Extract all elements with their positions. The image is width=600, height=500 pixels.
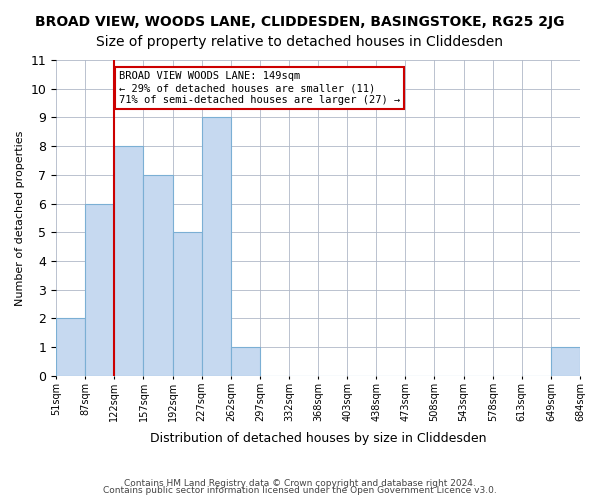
X-axis label: Distribution of detached houses by size in Cliddesden: Distribution of detached houses by size … — [150, 432, 487, 445]
Bar — [202, 118, 231, 376]
Text: Contains public sector information licensed under the Open Government Licence v3: Contains public sector information licen… — [103, 486, 497, 495]
Bar — [551, 347, 580, 376]
Text: BROAD VIEW WOODS LANE: 149sqm
← 29% of detached houses are smaller (11)
71% of s: BROAD VIEW WOODS LANE: 149sqm ← 29% of d… — [119, 72, 400, 104]
Bar — [56, 318, 85, 376]
Bar — [115, 146, 143, 376]
Y-axis label: Number of detached properties: Number of detached properties — [15, 130, 25, 306]
Bar — [85, 204, 115, 376]
Text: BROAD VIEW, WOODS LANE, CLIDDESDEN, BASINGSTOKE, RG25 2JG: BROAD VIEW, WOODS LANE, CLIDDESDEN, BASI… — [35, 15, 565, 29]
Bar — [143, 175, 173, 376]
Text: Size of property relative to detached houses in Cliddesden: Size of property relative to detached ho… — [97, 35, 503, 49]
Text: Contains HM Land Registry data © Crown copyright and database right 2024.: Contains HM Land Registry data © Crown c… — [124, 478, 476, 488]
Bar — [231, 347, 260, 376]
Bar — [173, 232, 202, 376]
